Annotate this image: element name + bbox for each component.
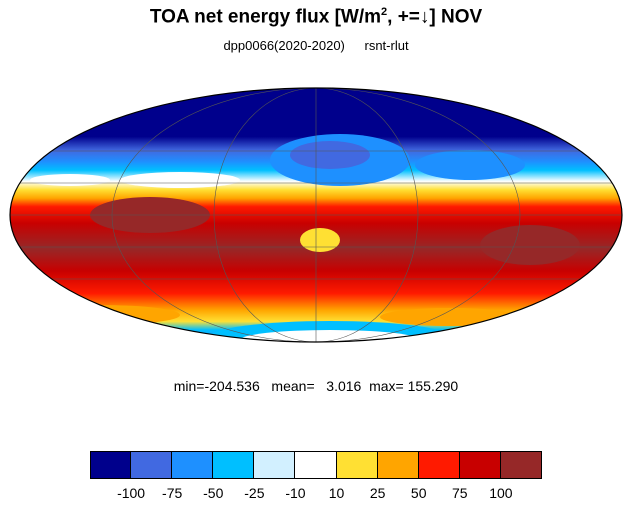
colorbar-tick-label: -50	[203, 485, 224, 501]
summary-stats: min=-204.536 mean= 3.016 max= 155.290	[173, 378, 459, 394]
colorbar-swatch	[418, 451, 460, 479]
mollweide-map	[9, 87, 623, 343]
colorbar-tick-label: 25	[369, 485, 386, 501]
colorbar-tick-label: 10	[328, 485, 345, 501]
map-subtitle: dpp0066(2020-2020) rsnt-rlut	[0, 38, 632, 53]
colorbar-tick-label: -100	[117, 485, 146, 501]
colorbar-tick-label: 50	[410, 485, 427, 501]
colorbar-tick-label: -75	[162, 485, 183, 501]
colorbar-swatch	[295, 451, 337, 479]
colorbar-tick-label: -25	[244, 485, 265, 501]
colorbar-swatch	[172, 451, 214, 479]
colorbar-tick-label: 100	[489, 485, 513, 501]
colorbar-swatch	[459, 451, 501, 479]
colorbar-swatch	[336, 451, 378, 479]
colorbar-swatch	[500, 451, 542, 479]
colorbar-swatch	[254, 451, 296, 479]
colorbar	[90, 451, 542, 479]
subtitle-variable: rsnt-rlut	[364, 38, 409, 53]
colorbar-tick-label: 75	[452, 485, 468, 501]
graticule	[10, 88, 622, 342]
colorbar-tick-label: -10	[285, 485, 306, 501]
colorbar-swatch	[377, 451, 419, 479]
colorbar-labels: -100 -75 -50 -25 -10 10 25 50 75 100	[90, 485, 542, 503]
colorbar-swatch	[131, 451, 173, 479]
colorbar-swatch	[90, 451, 132, 479]
subtitle-run: dpp0066(2020-2020)	[223, 38, 345, 53]
colorbar-swatch	[213, 451, 255, 479]
map-outline	[9, 87, 623, 343]
map-title: TOA net energy flux [W/m2, +=↓] NOV	[149, 6, 483, 28]
